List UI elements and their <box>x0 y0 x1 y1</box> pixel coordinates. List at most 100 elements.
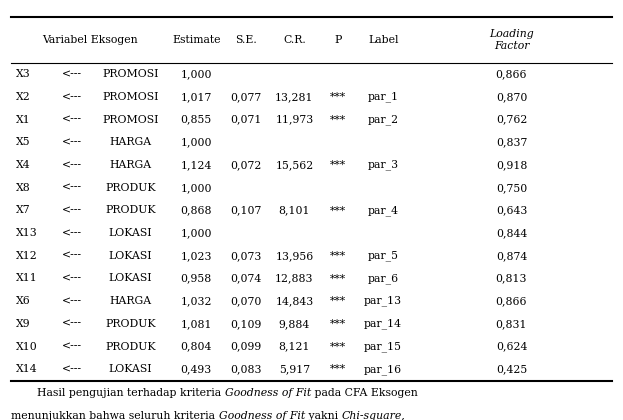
Text: 0,870: 0,870 <box>496 92 527 102</box>
Text: par_6: par_6 <box>368 273 399 284</box>
Text: 1,000: 1,000 <box>181 69 212 79</box>
Text: 0,866: 0,866 <box>496 69 527 79</box>
Text: pada CFA Eksogen: pada CFA Eksogen <box>312 388 418 398</box>
Text: <---: <--- <box>62 183 82 193</box>
Text: <---: <--- <box>62 319 82 329</box>
Text: yakni: yakni <box>305 411 341 420</box>
Text: Goodness of Fit: Goodness of Fit <box>225 388 312 398</box>
Text: C.R.: C.R. <box>283 35 306 45</box>
Text: <---: <--- <box>62 115 82 125</box>
Text: PRODUK: PRODUK <box>105 205 156 215</box>
Text: 13,956: 13,956 <box>275 251 313 261</box>
Text: X2: X2 <box>16 92 31 102</box>
Text: PRODUK: PRODUK <box>105 183 156 193</box>
Text: PRODUK: PRODUK <box>105 341 156 352</box>
Text: 0,868: 0,868 <box>181 205 212 215</box>
Text: X4: X4 <box>16 160 31 170</box>
Text: 13,281: 13,281 <box>275 92 313 102</box>
Text: LOKASI: LOKASI <box>108 228 152 238</box>
Text: 15,562: 15,562 <box>275 160 313 170</box>
Text: ***: *** <box>330 205 346 215</box>
Text: par_1: par_1 <box>368 92 399 102</box>
Text: 0,070: 0,070 <box>231 296 262 306</box>
Text: ***: *** <box>330 160 346 170</box>
Text: <---: <--- <box>62 69 82 79</box>
Text: 9,884: 9,884 <box>278 319 310 329</box>
Text: P: P <box>335 35 341 45</box>
Text: ***: *** <box>330 341 346 352</box>
Text: 1,032: 1,032 <box>181 296 212 306</box>
Text: HARGA: HARGA <box>109 296 151 306</box>
Text: PROMOSI: PROMOSI <box>102 115 158 125</box>
Text: 11,973: 11,973 <box>275 115 313 125</box>
Text: <---: <--- <box>62 160 82 170</box>
Text: Variabel Eksogen: Variabel Eksogen <box>42 35 138 45</box>
Text: par_15: par_15 <box>364 341 402 352</box>
Text: 0,831: 0,831 <box>496 319 527 329</box>
Text: <---: <--- <box>62 273 82 284</box>
Text: <---: <--- <box>62 228 82 238</box>
Text: X13: X13 <box>16 228 38 238</box>
Text: 1,124: 1,124 <box>181 160 212 170</box>
Text: X1: X1 <box>16 115 31 125</box>
Text: X14: X14 <box>16 364 38 374</box>
Text: S.E.: S.E. <box>235 35 257 45</box>
Text: 0,425: 0,425 <box>496 364 527 374</box>
Text: 8,121: 8,121 <box>278 341 310 352</box>
Text: 0,624: 0,624 <box>496 341 527 352</box>
Text: 0,109: 0,109 <box>231 319 262 329</box>
Text: 0,918: 0,918 <box>496 160 527 170</box>
Text: ***: *** <box>330 92 346 102</box>
Text: <---: <--- <box>62 251 82 261</box>
Text: par_16: par_16 <box>364 364 402 375</box>
Text: ***: *** <box>330 296 346 306</box>
Text: 1,000: 1,000 <box>181 228 212 238</box>
Text: ***: *** <box>330 319 346 329</box>
Text: 0,750: 0,750 <box>496 183 527 193</box>
Text: X6: X6 <box>16 296 31 306</box>
Text: <---: <--- <box>62 205 82 215</box>
Text: Hasil pengujian terhadap kriteria: Hasil pengujian terhadap kriteria <box>37 388 225 398</box>
Text: 0,083: 0,083 <box>231 364 262 374</box>
Text: 0,643: 0,643 <box>496 205 527 215</box>
Text: X8: X8 <box>16 183 31 193</box>
Text: 0,107: 0,107 <box>231 205 262 215</box>
Text: <---: <--- <box>62 137 82 147</box>
Text: HARGA: HARGA <box>109 160 151 170</box>
Text: 1,000: 1,000 <box>181 183 212 193</box>
Text: 0,837: 0,837 <box>496 137 527 147</box>
Text: 0,804: 0,804 <box>181 341 212 352</box>
Text: X3: X3 <box>16 69 31 79</box>
Text: 0,099: 0,099 <box>231 341 262 352</box>
Text: 0,874: 0,874 <box>496 251 527 261</box>
Text: 0,074: 0,074 <box>231 273 262 284</box>
Text: X12: X12 <box>16 251 38 261</box>
Text: PROMOSI: PROMOSI <box>102 69 158 79</box>
Text: 1,023: 1,023 <box>181 251 212 261</box>
Text: ***: *** <box>330 364 346 374</box>
Text: 0,077: 0,077 <box>231 92 262 102</box>
Text: Loading
Factor: Loading Factor <box>489 29 534 51</box>
Text: X10: X10 <box>16 341 38 352</box>
Text: par_3: par_3 <box>368 160 399 171</box>
Text: menunjukkan bahwa seluruh kriteria: menunjukkan bahwa seluruh kriteria <box>11 411 219 420</box>
Text: 0,073: 0,073 <box>231 251 262 261</box>
Text: 1,017: 1,017 <box>181 92 212 102</box>
Text: par_4: par_4 <box>368 205 399 216</box>
Text: Chi-square,: Chi-square, <box>341 411 406 420</box>
Text: <---: <--- <box>62 341 82 352</box>
Text: Goodness of Fit: Goodness of Fit <box>219 411 305 420</box>
Text: 0,493: 0,493 <box>181 364 212 374</box>
Text: 0,844: 0,844 <box>496 228 527 238</box>
Text: 8,101: 8,101 <box>278 205 310 215</box>
Text: ***: *** <box>330 273 346 284</box>
Text: <---: <--- <box>62 92 82 102</box>
Text: HARGA: HARGA <box>109 137 151 147</box>
Text: par_5: par_5 <box>368 250 399 261</box>
Text: 0,072: 0,072 <box>231 160 262 170</box>
Text: PROMOSI: PROMOSI <box>102 92 158 102</box>
Text: 0,855: 0,855 <box>181 115 212 125</box>
Text: 0,762: 0,762 <box>496 115 527 125</box>
Text: LOKASI: LOKASI <box>108 273 152 284</box>
Text: 5,917: 5,917 <box>279 364 310 374</box>
